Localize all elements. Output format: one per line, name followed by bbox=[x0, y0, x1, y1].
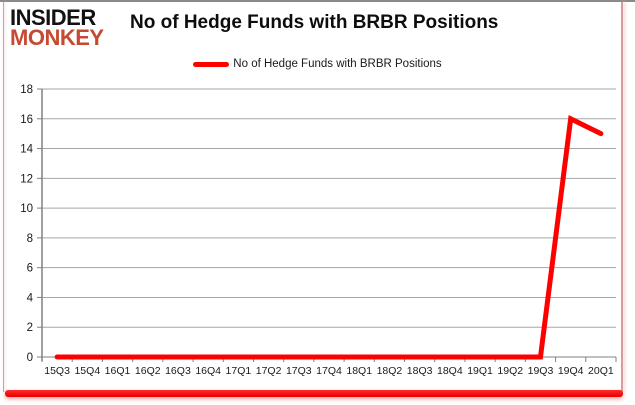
x-tick-label: 16Q1 bbox=[105, 365, 131, 377]
x-tick-label: 17Q4 bbox=[316, 365, 342, 377]
chart-title: No of Hedge Funds with BRBR Positions bbox=[130, 12, 499, 33]
x-tick-label: 15Q4 bbox=[74, 365, 100, 377]
x-tick-label: 17Q3 bbox=[286, 365, 312, 377]
y-tick-label: 8 bbox=[27, 233, 33, 245]
x-tick-label: 18Q4 bbox=[437, 365, 463, 377]
x-tick-label: 16Q4 bbox=[195, 365, 221, 377]
card-border-right bbox=[621, 2, 623, 392]
x-tick-label: 18Q2 bbox=[377, 365, 403, 377]
series-line bbox=[54, 114, 604, 360]
y-tick-label: 12 bbox=[20, 173, 33, 185]
x-tick-label: 19Q1 bbox=[467, 365, 493, 377]
x-tick-label: 20Q1 bbox=[588, 365, 614, 377]
axes bbox=[37, 88, 617, 362]
legend-label: No of Hedge Funds with BRBR Positions bbox=[233, 58, 442, 70]
y-tick-label: 10 bbox=[20, 203, 33, 215]
card-border-top bbox=[0, 0, 635, 2]
y-tick-label: 2 bbox=[27, 322, 33, 334]
x-tick-label: 19Q4 bbox=[558, 365, 584, 377]
y-tick-label: 18 bbox=[20, 84, 33, 96]
x-tick-label: 15Q3 bbox=[44, 365, 70, 377]
x-tick-label: 16Q3 bbox=[165, 365, 191, 377]
legend: No of Hedge Funds with BRBR Positions bbox=[0, 56, 635, 72]
x-tick-label: 17Q2 bbox=[256, 365, 282, 377]
y-tick-label: 0 bbox=[27, 352, 33, 364]
data-series bbox=[54, 114, 604, 360]
x-tick-label: 19Q2 bbox=[497, 365, 523, 377]
axis-labels: 0 2 4 6 8 10 12 14 16 18 15Q3 15Q4 16Q1 16Q2 16Q3 16Q4 1… bbox=[20, 84, 614, 377]
y-tick-label: 16 bbox=[20, 114, 33, 126]
y-tick-label: 6 bbox=[27, 263, 33, 275]
card-border-left bbox=[3, 2, 4, 392]
x-tick-label: 16Q2 bbox=[135, 365, 161, 377]
y-tick-label: 4 bbox=[27, 292, 34, 304]
insider-monkey-logo: INSIDER MONKEY bbox=[10, 5, 104, 51]
x-tick-label: 18Q3 bbox=[407, 365, 433, 377]
logo-insider-text: INSIDER bbox=[10, 5, 96, 30]
gridlines bbox=[42, 88, 616, 358]
y-tick-label: 14 bbox=[20, 144, 33, 156]
x-tick-label: 19Q3 bbox=[528, 365, 554, 377]
logo-monkey-text: MONKEY bbox=[10, 25, 104, 51]
legend-line-swatch bbox=[193, 61, 230, 67]
card-border-bottom bbox=[5, 390, 623, 397]
x-tick-label: 17Q1 bbox=[226, 365, 252, 377]
x-tick-label: 18Q1 bbox=[346, 365, 372, 377]
